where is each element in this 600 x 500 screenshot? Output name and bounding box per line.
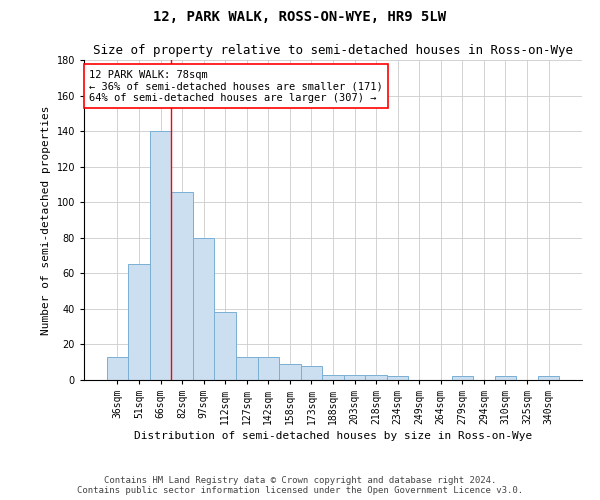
X-axis label: Distribution of semi-detached houses by size in Ross-on-Wye: Distribution of semi-detached houses by … [134, 431, 532, 441]
Bar [128, 264, 150, 380]
Bar [538, 376, 559, 380]
Bar [236, 357, 257, 380]
Bar [193, 238, 214, 380]
Text: 12 PARK WALK: 78sqm
← 36% of semi-detached houses are smaller (171)
64% of semi-: 12 PARK WALK: 78sqm ← 36% of semi-detach… [89, 70, 383, 103]
Bar [344, 374, 365, 380]
Bar [150, 131, 172, 380]
Bar [494, 376, 516, 380]
Text: 12, PARK WALK, ROSS-ON-WYE, HR9 5LW: 12, PARK WALK, ROSS-ON-WYE, HR9 5LW [154, 10, 446, 24]
Bar [452, 376, 473, 380]
Bar [257, 357, 279, 380]
Bar [214, 312, 236, 380]
Bar [365, 374, 387, 380]
Bar [322, 374, 344, 380]
Bar [172, 192, 193, 380]
Bar [387, 376, 409, 380]
Title: Size of property relative to semi-detached houses in Ross-on-Wye: Size of property relative to semi-detach… [93, 44, 573, 58]
Y-axis label: Number of semi-detached properties: Number of semi-detached properties [41, 106, 51, 335]
Bar [107, 357, 128, 380]
Text: Contains HM Land Registry data © Crown copyright and database right 2024.
Contai: Contains HM Land Registry data © Crown c… [77, 476, 523, 495]
Bar [279, 364, 301, 380]
Bar [301, 366, 322, 380]
